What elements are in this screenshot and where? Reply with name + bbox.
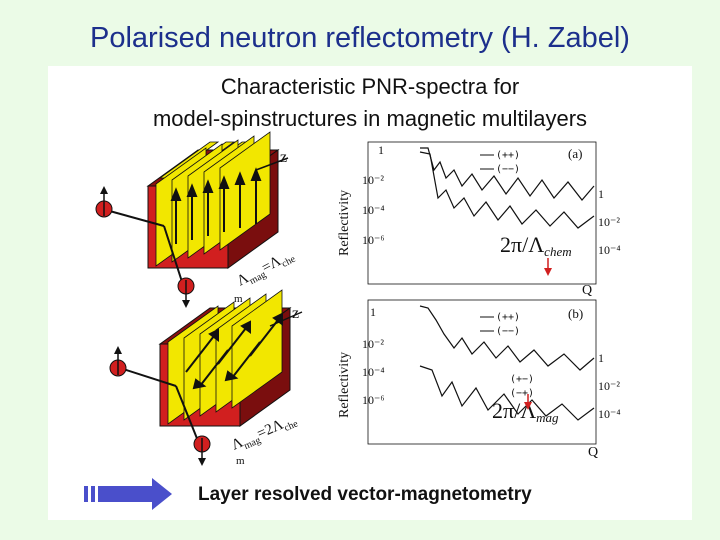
bottom-peak-sub: mag: [536, 410, 559, 425]
bottom-peak-label: 2π/Λ: [492, 398, 536, 423]
top-relation-trail: m: [234, 293, 243, 305]
bottom-legend-bottom-0: (+−): [510, 374, 534, 385]
svg-text:Λmag=2Λche: Λmag=2Λche: [229, 411, 300, 457]
top-legend-0: (++): [496, 150, 520, 161]
bottom-relation-eq: =2Λ: [255, 417, 286, 443]
top-left-tick-3: 10⁻⁶: [362, 233, 385, 247]
top-panel-label: (a): [568, 146, 582, 161]
bottom-right-tick-1: 10⁻²: [598, 379, 620, 393]
figure-heading-line2: model-spinstructures in magnetic multila…: [152, 106, 588, 131]
bottom-left-tick-1: 10⁻²: [362, 337, 384, 351]
top-left-tick-0: 1: [378, 143, 384, 157]
top-multilayer-model: z Λmag=Λche m: [95, 131, 298, 308]
top-peak-label: 2π/Λ: [500, 232, 544, 257]
top-left-tick-2: 10⁻⁴: [362, 203, 385, 217]
bottom-relation-trail: m: [236, 455, 245, 467]
bottom-right-tick-0: 1: [598, 351, 604, 365]
figure-footer: Layer resolved vector-magnetometry: [198, 484, 532, 505]
bottom-left-tick-3: 10⁻⁶: [362, 393, 385, 407]
bottom-relation-sub: che: [283, 418, 301, 434]
bottom-reflectivity-plot: Reflectivity 1 10⁻² 10⁻⁴ 10⁻⁶ 1 10⁻² 10⁻…: [337, 299, 621, 460]
top-right-tick-0: 1: [598, 187, 604, 201]
bottom-ylabel: Reflectivity: [337, 352, 352, 418]
top-right-tick-2: 10⁻⁴: [598, 243, 621, 257]
svg-text:2π/Λchem: 2π/Λchem: [500, 232, 572, 259]
figure-heading-line1: Characteristic PNR-spectra for: [220, 74, 520, 99]
bottom-legend-bottom-1: (−+): [510, 388, 534, 399]
bottom-legend-top-0: (++): [496, 312, 520, 323]
bottom-left-tick-2: 10⁻⁴: [362, 365, 385, 379]
top-axis-label: z: [280, 149, 287, 166]
footer-arrow-icon: [84, 478, 172, 510]
top-right-tick-1: 10⁻²: [598, 215, 620, 229]
top-ylabel: Reflectivity: [337, 190, 352, 256]
bottom-multilayer-model: z Λmag=2Λche m: [109, 289, 303, 467]
bottom-xlabel: Q: [588, 445, 598, 460]
bottom-legend-top-1: (−−): [496, 326, 520, 337]
bottom-left-tick-0: 1: [370, 305, 376, 319]
bottom-right-tick-2: 10⁻⁴: [598, 407, 621, 421]
bottom-panel-label: (b): [568, 306, 583, 321]
top-left-tick-1: 10⁻²: [362, 173, 384, 187]
figure-illustration: z Λmag=Λche m: [84, 131, 621, 510]
top-reflectivity-plot: Reflectivity 1 10⁻² 10⁻⁴ 10⁻⁶ 1 10⁻² 10⁻…: [337, 141, 621, 298]
figure-panel: Characteristic PNR-spectra for model-spi…: [48, 66, 692, 520]
top-xlabel: Q: [582, 283, 592, 298]
bottom-axis-label: z: [292, 305, 299, 322]
slide-title: Polarised neutron reflectometry (H. Zabe…: [90, 22, 630, 54]
top-peak-sub: chem: [544, 244, 571, 259]
top-legend-1: (−−): [496, 164, 520, 175]
